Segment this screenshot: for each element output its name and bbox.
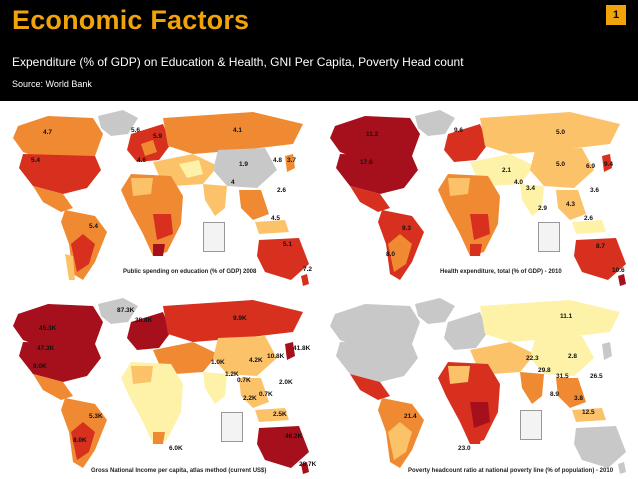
map-value-label: 5.0 bbox=[556, 161, 565, 168]
map-value-label: 3.4 bbox=[526, 185, 535, 192]
map-value-label: 8.9 bbox=[550, 391, 559, 398]
map-value-label: 4.3 bbox=[566, 201, 575, 208]
map-value-label: 26.5 bbox=[590, 373, 603, 380]
map-value-label: 21.4 bbox=[404, 413, 417, 420]
map-value-label: 5.3K bbox=[89, 413, 103, 420]
map-value-label: 41.8K bbox=[293, 345, 311, 352]
map-value-label: 4.5 bbox=[271, 215, 280, 222]
map-value-label: 2.8 bbox=[568, 353, 577, 360]
map-value-label: 2.1 bbox=[502, 167, 511, 174]
map-caption: Public spending on education (% of GDP) … bbox=[123, 269, 257, 275]
map-value-label: 4.6 bbox=[137, 157, 146, 164]
slide-number-badge: 1 bbox=[606, 5, 626, 25]
slide-header: Economic Factors 1 Expenditure (% of GDP… bbox=[0, 0, 638, 101]
map-value-label: 23.0 bbox=[458, 445, 471, 452]
map-caption: Poverty headcount ratio at national pove… bbox=[408, 468, 614, 474]
map-value-label: 4.8 bbox=[273, 157, 282, 164]
map-value-label: 2.5K bbox=[273, 411, 287, 418]
map-value-label: 5.0 bbox=[556, 129, 565, 136]
map-value-label: 2.6 bbox=[277, 187, 286, 194]
map-value-label: 8.7 bbox=[596, 243, 605, 250]
map-value-label: 10.8K bbox=[267, 353, 285, 360]
map-value-label: 29.8 bbox=[538, 367, 551, 374]
map-value-label: 0.7K bbox=[237, 377, 251, 384]
gni-world-map: 87.3K 9.9K 38.8K 45.3K 47.3K 1.0K 4.2K 1… bbox=[13, 298, 317, 474]
map-value-label: 4.2K bbox=[249, 357, 263, 364]
map-value-label: 11.1 bbox=[560, 313, 573, 320]
map-value-label: 2.9 bbox=[538, 205, 547, 212]
map-value-label: 8.0K bbox=[73, 437, 87, 444]
poverty-world-map: 11.1 2.8 22.3 29.8 31.5 26.5 8.9 3.8 21.… bbox=[330, 298, 626, 474]
map-value-label: 46.2K bbox=[285, 433, 303, 440]
map-value-label: 47.3K bbox=[37, 345, 55, 352]
map-value-label: 12.5 bbox=[582, 409, 595, 416]
map-value-label: 9.3 bbox=[402, 225, 411, 232]
education-world-map: 4.7 5.6 4.1 5.9 5.4 4.6 1.9 4.8 3.7 4 2.… bbox=[13, 110, 312, 286]
health-world-map: 11.2 9.6 5.0 17.6 2.1 5.0 6.9 9.4 4.0 3.… bbox=[330, 110, 626, 286]
map-value-label: 3.7 bbox=[287, 157, 296, 164]
map-value-label: 0.7K bbox=[259, 391, 273, 398]
map-value-label: 2.6 bbox=[584, 215, 593, 222]
map-value-label: 1.0K bbox=[211, 359, 225, 366]
map-value-label: 22.3 bbox=[526, 355, 539, 362]
map-value-label: 1.9 bbox=[239, 161, 248, 168]
map-value-label: 6.0K bbox=[169, 445, 183, 452]
map-value-label: 9.6 bbox=[454, 127, 463, 134]
map-value-label: 5.4 bbox=[89, 223, 98, 230]
slide-title: Economic Factors bbox=[12, 5, 250, 35]
map-legend bbox=[538, 222, 560, 252]
map-value-label: 45.3K bbox=[39, 325, 57, 332]
map-value-label: 6.9 bbox=[586, 163, 595, 170]
map-value-label: 4.0 bbox=[514, 179, 523, 186]
map-value-label: 5.6 bbox=[131, 127, 140, 134]
map-value-label: 11.2 bbox=[366, 131, 379, 138]
map-value-label: 31.5 bbox=[556, 373, 569, 380]
world-maps-grid: 4.7 5.6 4.1 5.9 5.4 4.6 1.9 4.8 3.7 4 2.… bbox=[3, 104, 635, 477]
map-value-label: 3.6 bbox=[590, 187, 599, 194]
map-value-label: 4.1 bbox=[233, 127, 242, 134]
map-value-label: 7.2 bbox=[303, 266, 312, 273]
map-value-label: 28.7K bbox=[299, 461, 317, 468]
slide-subtitle: Expenditure (% of GDP) on Education & He… bbox=[12, 55, 464, 69]
map-value-label: 9.0K bbox=[33, 363, 47, 370]
map-value-label: 87.3K bbox=[117, 307, 135, 314]
map-value-label: 38.8K bbox=[135, 317, 153, 324]
map-value-label: 4.7 bbox=[43, 129, 52, 136]
map-value-label: 5.4 bbox=[31, 157, 40, 164]
map-value-label: 1.2K bbox=[225, 371, 239, 378]
source-note: Source: World Bank bbox=[12, 79, 92, 89]
map-caption: Health expenditure, total (% of GDP) - 2… bbox=[440, 269, 562, 275]
map-value-label: 3.8 bbox=[574, 395, 583, 402]
map-value-label: 17.6 bbox=[360, 159, 373, 166]
map-legend bbox=[221, 412, 243, 442]
map-legend bbox=[203, 222, 225, 252]
map-value-label: 2.2K bbox=[243, 395, 257, 402]
map-value-label: 9.4 bbox=[604, 161, 613, 168]
map-value-label: 8.0 bbox=[386, 251, 395, 258]
map-caption: Gross National Income per capita, atlas … bbox=[91, 468, 267, 474]
map-value-label: 4 bbox=[231, 179, 235, 186]
map-value-label: 2.0K bbox=[279, 379, 293, 386]
map-value-label: 10.6 bbox=[612, 267, 625, 274]
map-value-label: 5.1 bbox=[283, 241, 292, 248]
map-legend bbox=[520, 410, 542, 440]
map-poverty-headcount: 11.1 2.8 22.3 29.8 31.5 26.5 8.9 3.8 21.… bbox=[320, 292, 635, 478]
map-gni-per-capita: 87.3K 9.9K 38.8K 45.3K 47.3K 1.0K 4.2K 1… bbox=[3, 292, 318, 478]
map-health-expenditure: 11.2 9.6 5.0 17.6 2.1 5.0 6.9 9.4 4.0 3.… bbox=[320, 104, 635, 290]
map-value-label: 5.9 bbox=[153, 133, 162, 140]
map-education-spending: 4.7 5.6 4.1 5.9 5.4 4.6 1.9 4.8 3.7 4 2.… bbox=[3, 104, 318, 290]
map-value-label: 9.9K bbox=[233, 315, 247, 322]
